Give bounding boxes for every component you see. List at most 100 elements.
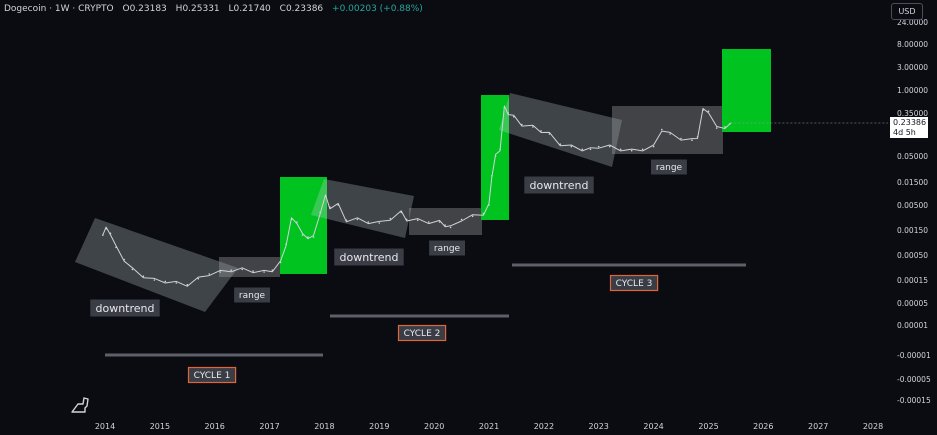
price-point — [540, 130, 542, 132]
price-point — [559, 143, 562, 145]
high-value: H0.25331 — [175, 4, 220, 14]
range-label-2: range — [434, 244, 461, 254]
price-point — [619, 148, 622, 151]
price-point — [109, 232, 112, 235]
y-axis-tick: 8.00000 — [897, 40, 928, 49]
y-axis-tick: 3.00000 — [897, 63, 928, 72]
y-axis-tick: 0.01500 — [897, 178, 928, 187]
price-point — [197, 277, 200, 280]
range-label-3-box — [651, 159, 687, 175]
price-line — [102, 105, 731, 287]
last-price-value: 0.23386 — [893, 118, 927, 127]
x-axis-tick: 2020 — [424, 422, 444, 431]
price-point — [378, 222, 381, 224]
y-axis-tick: 0.00050 — [897, 251, 928, 260]
price-point — [691, 139, 693, 141]
x-axis-tick: 2024 — [643, 422, 663, 431]
bull-run-box-3 — [722, 49, 771, 132]
x-axis-tick: 2027 — [808, 422, 828, 431]
price-point — [324, 195, 327, 198]
price-point — [252, 270, 254, 272]
downtrend-label-3-box — [524, 176, 594, 194]
y-axis-tick: 1.00000 — [897, 86, 928, 95]
x-axis-tick: 2028 — [863, 422, 883, 431]
downtrend-label-1: downtrend — [96, 302, 155, 315]
range-label-1: range — [239, 291, 266, 301]
price-point — [153, 279, 156, 281]
price-point — [389, 217, 392, 220]
y-axis-tick: 0.00015 — [897, 276, 928, 285]
price-point — [312, 236, 315, 238]
price-point — [715, 127, 718, 129]
x-axis-tick: 2018 — [314, 422, 334, 431]
price-point — [416, 219, 419, 221]
price-point — [301, 234, 304, 236]
range-label-1-box — [234, 287, 270, 303]
price-point — [491, 175, 493, 177]
cycle-1-label-box — [187, 366, 237, 384]
price-point — [337, 204, 340, 206]
price-point — [307, 236, 309, 238]
price-point — [208, 273, 210, 275]
cycle-2-label: CYCLE 2 — [404, 329, 441, 339]
price-point — [230, 269, 232, 272]
price-point — [367, 221, 370, 223]
symbol-legend: Dogecoin · 1W · CRYPTO O0.23183 H0.25331… — [4, 4, 423, 14]
price-point — [460, 218, 463, 221]
price-point — [123, 258, 125, 261]
price-point — [707, 110, 710, 112]
y-axis-tick: -0.00015 — [897, 396, 931, 405]
price-point — [696, 136, 699, 138]
price-point — [345, 219, 348, 221]
y-axis-tick: 24.0000 — [897, 18, 928, 27]
price-point — [652, 145, 655, 148]
range-label-2-box — [429, 240, 465, 256]
price-point — [669, 133, 671, 135]
downtrend-channel-1 — [75, 218, 238, 312]
cycle-2-label-box — [397, 324, 447, 342]
close-value: C0.23386 — [279, 4, 324, 14]
y-axis-tick: 0.00005 — [897, 299, 928, 308]
price-point — [105, 227, 107, 230]
price-point — [661, 128, 663, 131]
price-point — [296, 221, 298, 223]
price-point — [319, 211, 321, 214]
price-point — [488, 204, 490, 206]
price-point — [512, 116, 515, 118]
downtrend-channel-2 — [311, 179, 414, 238]
low-value: L0.21740 — [228, 4, 271, 14]
y-axis-tick: -0.00001 — [897, 351, 931, 360]
price-point — [219, 271, 221, 273]
price-point — [507, 112, 510, 114]
price-point — [444, 224, 446, 226]
price-point — [241, 268, 243, 271]
x-axis-tick: 2025 — [698, 422, 718, 431]
price-point — [581, 148, 584, 151]
price-point — [400, 211, 403, 214]
price-point — [405, 218, 408, 221]
price-point — [290, 218, 293, 221]
range-box-1 — [219, 257, 280, 277]
price-point — [438, 221, 441, 223]
open-value: O0.23183 — [122, 4, 167, 14]
currency-button[interactable]: USD — [891, 3, 923, 20]
range-label-3: range — [656, 163, 683, 173]
cycle-3-label: CYCLE 3 — [616, 279, 653, 289]
y-axis-tick: -0.00005 — [897, 375, 931, 384]
price-point — [570, 145, 573, 148]
cycle-3-label-box — [609, 274, 659, 292]
downtrend-label-3: downtrend — [530, 179, 589, 192]
price-point — [702, 109, 704, 111]
x-axis-tick: 2017 — [259, 422, 279, 431]
y-axis-tick: 0.05000 — [897, 152, 928, 161]
price-point — [608, 145, 611, 148]
price-point — [548, 133, 551, 135]
price-point — [680, 137, 682, 140]
y-axis-tick: 0.00500 — [897, 201, 928, 210]
x-axis-tick: 2023 — [589, 422, 609, 431]
price-point — [131, 268, 134, 271]
price-point — [263, 271, 265, 273]
price-point — [102, 234, 104, 236]
